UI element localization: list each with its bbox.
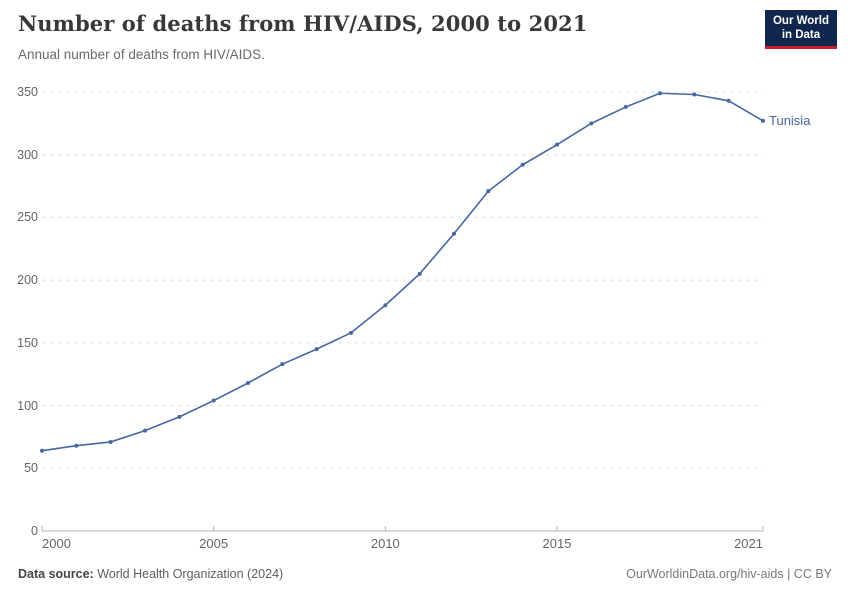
y-axis-tick-label: 100 [17, 398, 38, 413]
data-point[interactable] [452, 231, 456, 236]
data-point[interactable] [383, 303, 388, 308]
x-axis-tick-label: 2000 [42, 536, 71, 551]
data-point[interactable] [280, 362, 285, 367]
footer-separator: | [783, 567, 794, 581]
data-point[interactable] [177, 414, 182, 419]
y-axis-tick-label: 150 [17, 335, 38, 350]
data-point[interactable] [623, 105, 628, 110]
data-point[interactable] [589, 121, 594, 126]
data-source-note: Data source: World Health Organization (… [18, 567, 283, 581]
data-point[interactable] [40, 448, 44, 453]
data-point[interactable] [555, 142, 559, 147]
data-point[interactable] [658, 91, 662, 96]
owid-logo[interactable]: Our World in Data [764, 10, 837, 49]
cc-by-link[interactable]: CC BY [793, 567, 832, 581]
data-point[interactable] [486, 189, 491, 194]
data-point[interactable] [143, 428, 147, 433]
data-point[interactable] [349, 330, 353, 335]
tunisia-line [41, 92, 764, 452]
data-point[interactable] [211, 398, 216, 403]
y-axis-tick-label: 300 [17, 147, 38, 162]
data-point[interactable] [520, 162, 525, 167]
chart-title: Number of deaths from HIV/AIDS, 2000 to … [18, 11, 588, 36]
data-source-label: Data source: [18, 567, 94, 581]
owid-logo-line2: in Data [781, 28, 821, 41]
y-axis-tick-label: 350 [17, 85, 38, 99]
data-point[interactable] [761, 118, 765, 123]
owid-url-link[interactable]: OurWorldinData.org/hiv-aids [626, 567, 784, 581]
data-point[interactable] [74, 443, 79, 448]
footer-links: OurWorldinData.org/hiv-aids | CC BY [626, 567, 832, 581]
chart-subtitle: Annual number of deaths from HIV/AIDS. [18, 47, 265, 62]
data-point[interactable] [692, 92, 697, 97]
series-label-tunisia: Tunisia [769, 112, 811, 128]
data-point[interactable] [417, 271, 422, 276]
y-axis-tick-label: 50 [24, 461, 38, 476]
x-axis-tick-label: 2015 [542, 536, 572, 551]
x-axis-tick-label: 2021 [734, 536, 763, 551]
owid-logo-line1: Our World [772, 15, 829, 27]
data-point[interactable] [314, 347, 319, 352]
data-point[interactable] [246, 380, 250, 385]
y-axis-tick-label: 0 [31, 524, 38, 538]
y-axis-tick-label: 200 [17, 273, 38, 288]
data-point[interactable] [108, 439, 113, 444]
data-source-text: World Health Organization (2024) [93, 567, 284, 581]
y-axis-tick-label: 250 [17, 210, 38, 225]
x-axis-tick-label: 2010 [370, 536, 400, 551]
x-axis-tick-label: 2005 [199, 536, 229, 551]
data-point[interactable] [726, 98, 731, 103]
chart-footer: Data source: World Health Organization (… [18, 567, 832, 581]
